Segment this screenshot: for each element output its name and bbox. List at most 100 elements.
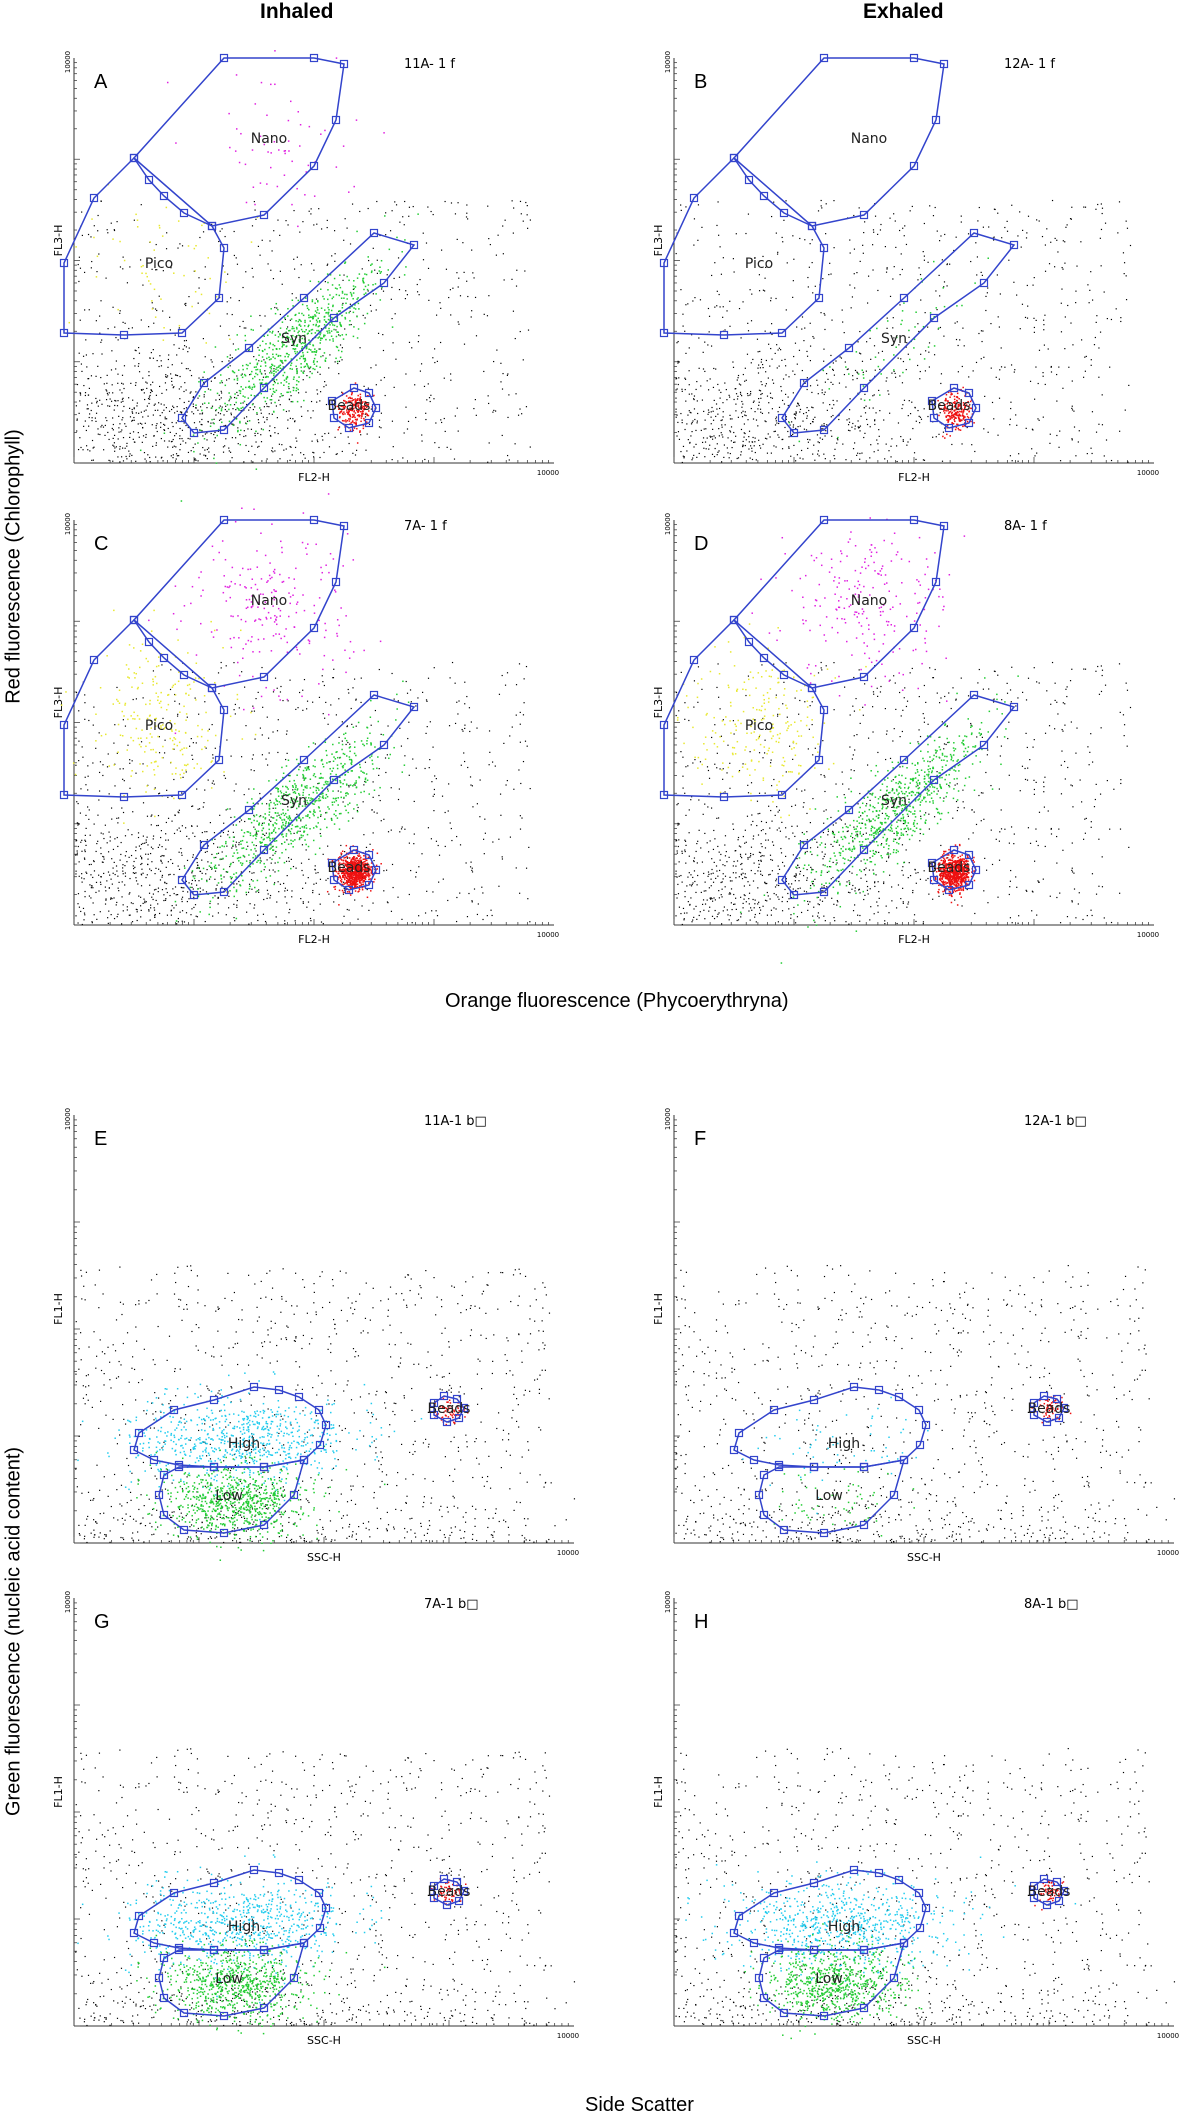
gate-handle[interactable] <box>219 425 229 435</box>
gate-syn[interactable]: Syn <box>777 228 1019 438</box>
gate-handle[interactable] <box>949 383 959 393</box>
gate-handle[interactable] <box>931 115 941 125</box>
event-point <box>944 427 946 429</box>
gate-handle[interactable] <box>309 161 319 171</box>
gate-handle[interactable] <box>689 193 699 203</box>
gate-handle[interactable] <box>659 328 669 338</box>
gate-handle[interactable] <box>309 53 319 63</box>
gate-handle[interactable] <box>807 221 817 231</box>
gate-handle[interactable] <box>344 423 354 433</box>
gate-handle[interactable] <box>1009 240 1019 250</box>
gate-handle[interactable] <box>819 425 829 435</box>
gate-handle[interactable] <box>331 115 341 125</box>
gate-outline[interactable] <box>781 232 1016 434</box>
gate-handle[interactable] <box>327 396 337 406</box>
event-point <box>147 398 150 400</box>
gate-handle[interactable] <box>859 383 869 393</box>
gate-handle[interactable] <box>329 413 339 423</box>
gate-handle[interactable] <box>349 383 359 393</box>
gate-outline[interactable] <box>63 156 225 336</box>
gate-handle[interactable] <box>964 418 974 428</box>
event-point <box>302 902 304 904</box>
gate-handle[interactable] <box>777 328 787 338</box>
gate-handle[interactable] <box>844 343 854 353</box>
gate-handle[interactable] <box>729 153 739 163</box>
gate-handle[interactable] <box>777 413 787 423</box>
gate-handle[interactable] <box>219 243 229 253</box>
gate-handle[interactable] <box>364 418 374 428</box>
gate-outline[interactable] <box>133 57 345 227</box>
gate-outline[interactable] <box>663 156 825 336</box>
gate-handle[interactable] <box>199 378 209 388</box>
gate-outline[interactable] <box>931 387 977 429</box>
gate-handle[interactable] <box>927 396 937 406</box>
gate-handle[interactable] <box>944 423 954 433</box>
gate-handle[interactable] <box>214 293 224 303</box>
gate-nano[interactable]: Nano <box>729 53 949 231</box>
gate-handle[interactable] <box>339 59 349 69</box>
gate-handle[interactable] <box>789 428 799 438</box>
event-point <box>373 859 375 862</box>
population-point <box>356 402 359 404</box>
gate-handle[interactable] <box>119 330 129 340</box>
gate-handle[interactable] <box>409 240 419 250</box>
gate-handle[interactable] <box>329 313 339 323</box>
gate-handle[interactable] <box>179 208 189 218</box>
gate-handle[interactable] <box>371 403 381 413</box>
population-point <box>957 416 960 419</box>
gate-handle[interactable] <box>899 293 909 303</box>
gate-handle[interactable] <box>819 53 829 63</box>
gate-handle[interactable] <box>89 193 99 203</box>
gate-handle[interactable] <box>259 210 269 220</box>
gate-outline[interactable] <box>733 57 945 227</box>
gate-handle[interactable] <box>59 328 69 338</box>
event-point <box>84 694 86 696</box>
gate-handle[interactable] <box>59 258 69 268</box>
gate-handle[interactable] <box>779 208 789 218</box>
gate-handle[interactable] <box>859 210 869 220</box>
gate-pico[interactable]: Pico <box>59 153 229 340</box>
gate-handle[interactable] <box>207 221 217 231</box>
gate-handle[interactable] <box>719 330 729 340</box>
gate-handle[interactable] <box>219 53 229 63</box>
gate-beads[interactable]: Beads <box>927 383 981 433</box>
gate-handle[interactable] <box>971 403 981 413</box>
gate-handle[interactable] <box>909 161 919 171</box>
event-point <box>98 771 101 774</box>
gate-handle[interactable] <box>969 228 979 238</box>
gate-beads[interactable]: Beads <box>327 383 381 433</box>
event-point <box>744 414 746 416</box>
gate-handle[interactable] <box>929 313 939 323</box>
gate-handle[interactable] <box>759 191 769 201</box>
gate-nano[interactable]: Nano <box>129 53 349 231</box>
gate-handle[interactable] <box>177 413 187 423</box>
gate-handle[interactable] <box>159 191 169 201</box>
gate-handle[interactable] <box>909 53 919 63</box>
gate-handle[interactable] <box>744 175 754 185</box>
gate-handle[interactable] <box>129 153 139 163</box>
gate-handle[interactable] <box>799 378 809 388</box>
gate-handle[interactable] <box>177 328 187 338</box>
gate-handle[interactable] <box>299 293 309 303</box>
gate-handle[interactable] <box>364 388 374 398</box>
gate-handle[interactable] <box>964 388 974 398</box>
gate-handle[interactable] <box>244 343 254 353</box>
gate-handle[interactable] <box>939 59 949 69</box>
gate-outline[interactable] <box>181 232 416 434</box>
gate-handle[interactable] <box>819 243 829 253</box>
gate-handle[interactable] <box>189 428 199 438</box>
gate-handle[interactable] <box>929 413 939 423</box>
population-point <box>940 407 942 410</box>
gate-syn[interactable]: Syn <box>177 228 419 438</box>
gate-handle[interactable] <box>979 278 989 288</box>
gate-handle[interactable] <box>814 293 824 303</box>
event-point <box>155 899 157 902</box>
gate-pico[interactable]: Pico <box>659 153 829 340</box>
gate-handle[interactable] <box>659 258 669 268</box>
gate-handle[interactable] <box>379 278 389 288</box>
gate-handle[interactable] <box>144 175 154 185</box>
gate-outline[interactable] <box>331 387 377 429</box>
event-point <box>1036 452 1038 454</box>
gate-handle[interactable] <box>369 228 379 238</box>
gate-handle[interactable] <box>259 383 269 393</box>
